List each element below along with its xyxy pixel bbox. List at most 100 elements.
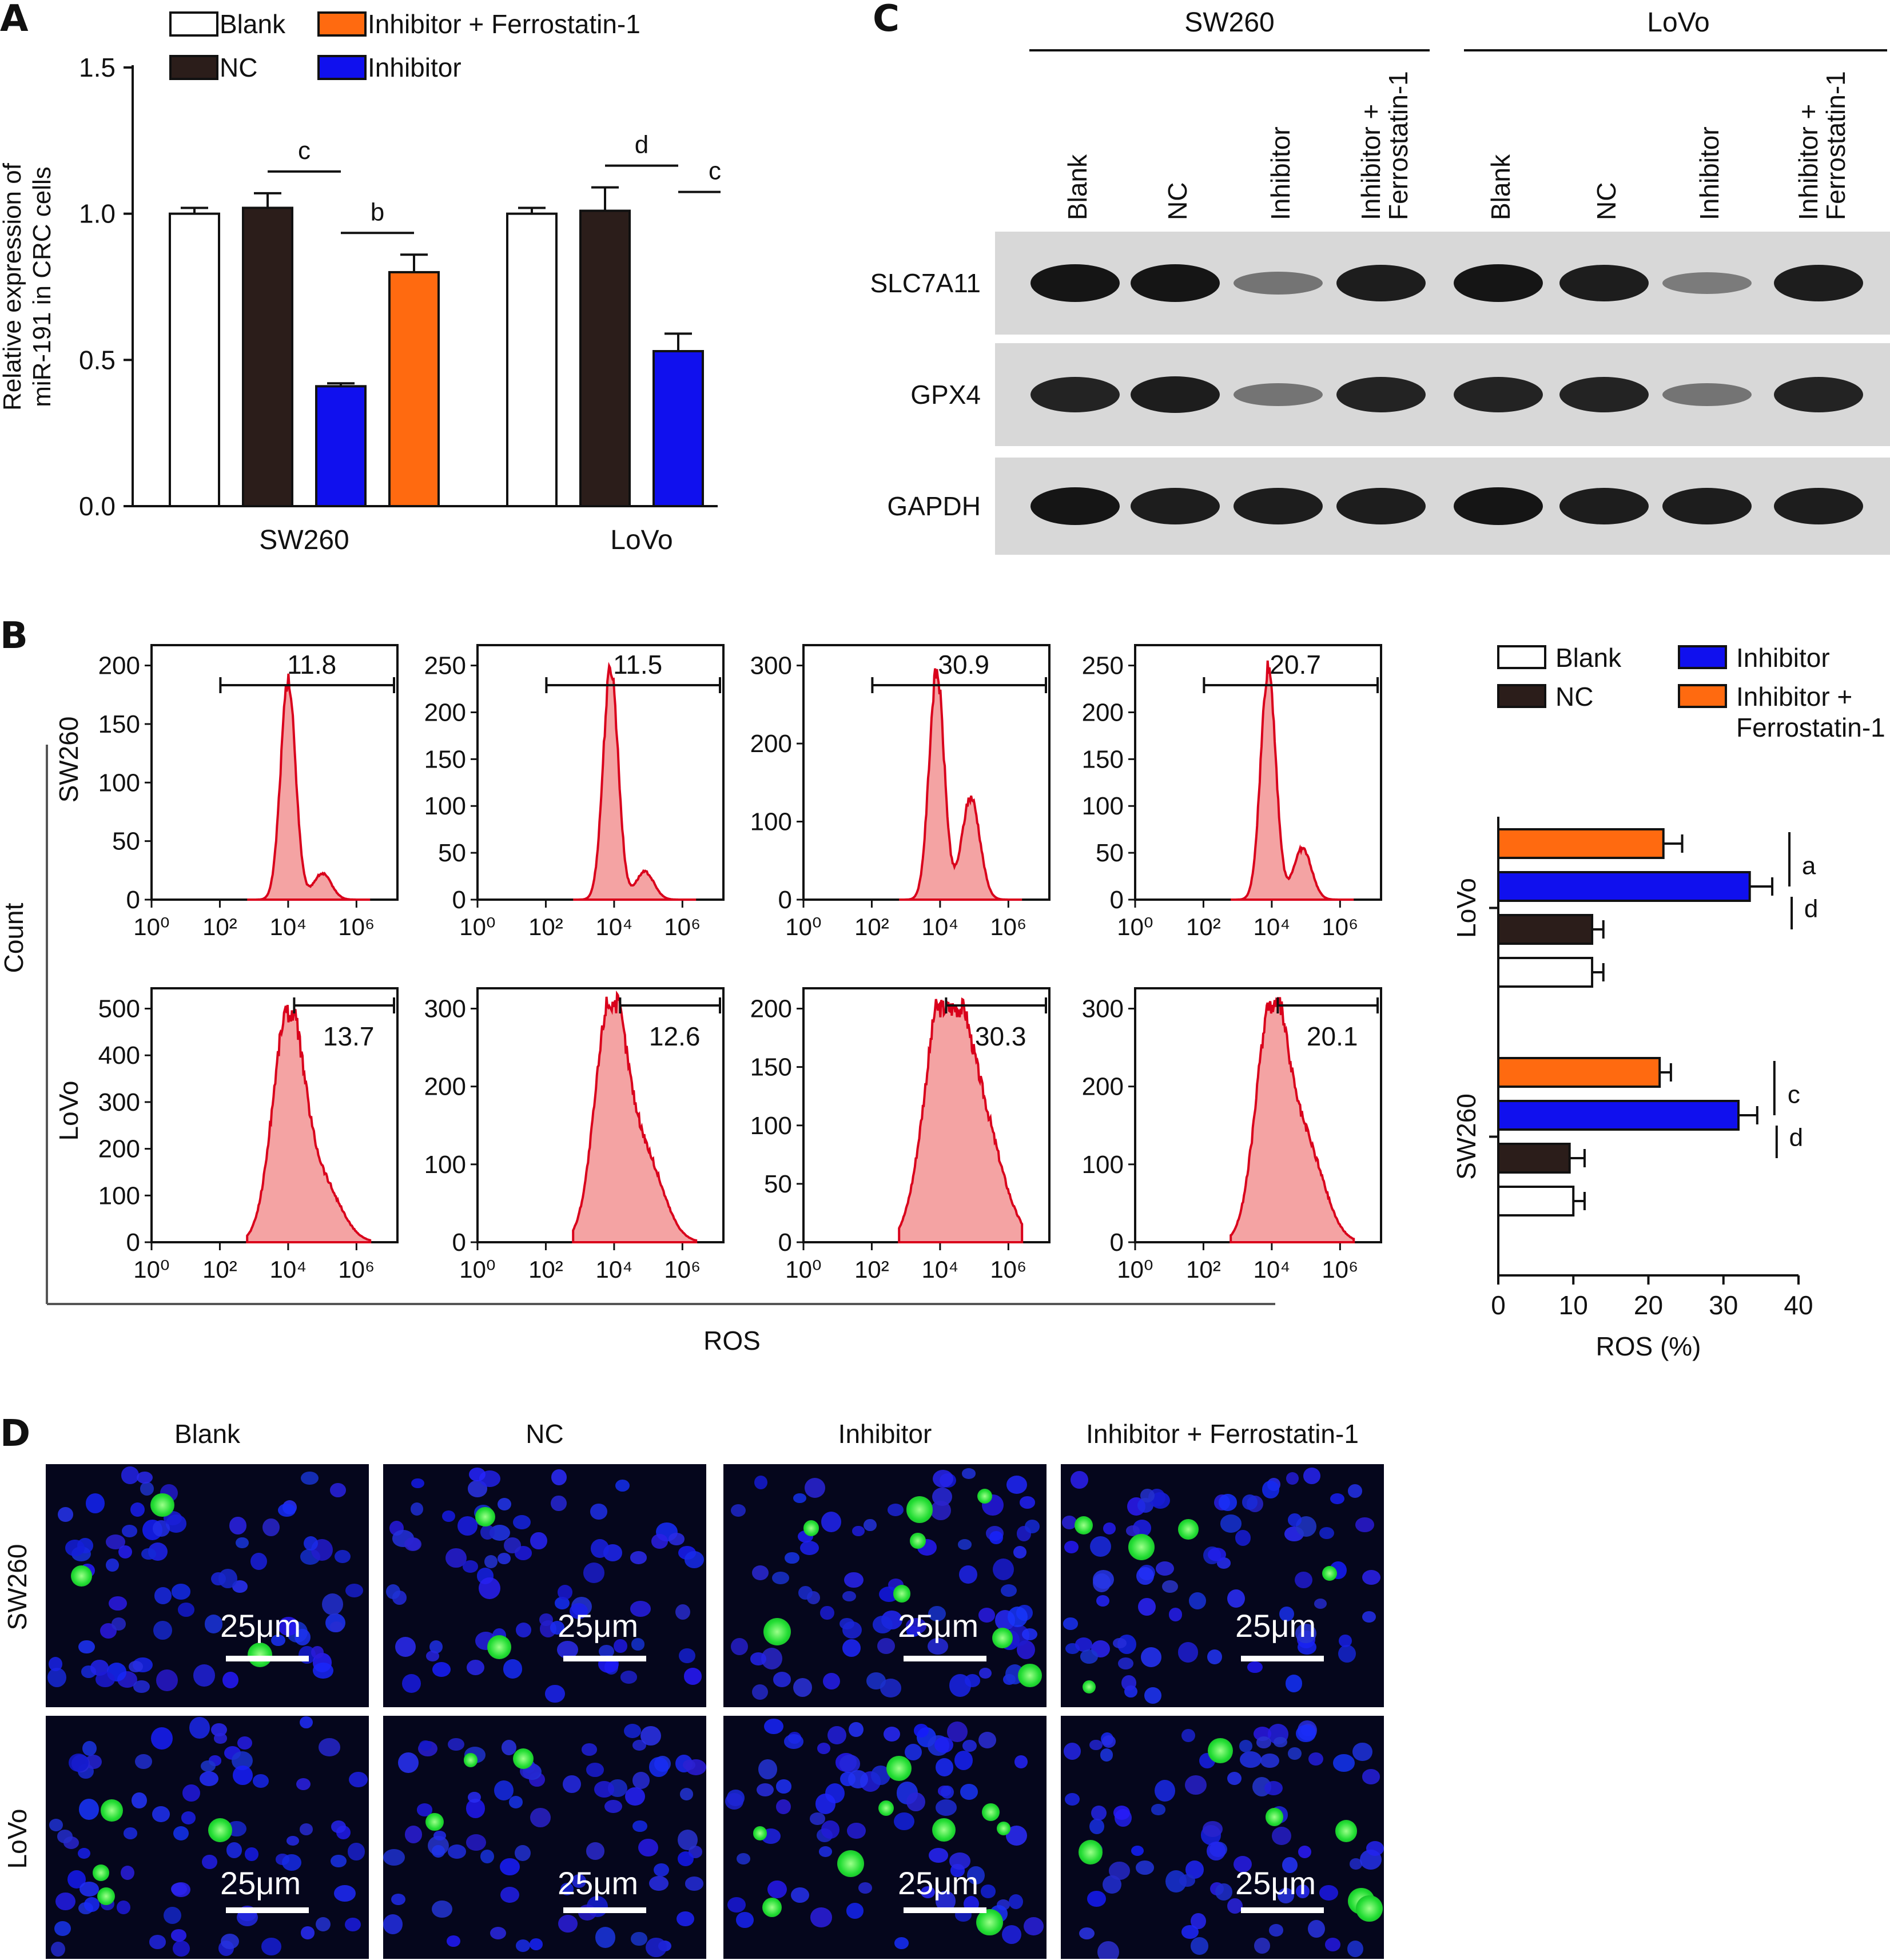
histogram-x-tick-label: 10² <box>528 1256 563 1283</box>
ros-positive-cell <box>513 1748 534 1770</box>
nucleus <box>1260 1753 1280 1768</box>
nucleus <box>954 1750 973 1770</box>
nucleus <box>51 1941 66 1957</box>
nucleus <box>551 1469 567 1485</box>
nucleus <box>1288 1747 1302 1760</box>
nucleus <box>286 1836 300 1846</box>
nucleus <box>177 1603 195 1617</box>
nucleus <box>152 1806 170 1823</box>
histogram-y-tick-label: 0 <box>778 886 792 914</box>
bar-ros <box>1497 957 1594 988</box>
legend-label-ros: Inhibitor <box>1736 643 1830 673</box>
nucleus <box>200 1760 216 1772</box>
nucleus <box>105 1559 119 1572</box>
western-blot: SW260 LoVo Blank NC Inhibitor Inhibitor +Ferr… <box>858 0 1890 572</box>
nucleus <box>329 1483 347 1498</box>
blot-band <box>1030 487 1120 525</box>
nucleus <box>906 1618 927 1635</box>
nucleus <box>329 1621 344 1633</box>
histogram-x-tick-label: 10⁶ <box>990 1256 1026 1283</box>
nucleus <box>1272 1827 1291 1845</box>
nucleus <box>1348 1484 1363 1498</box>
nucleus <box>1207 1547 1227 1562</box>
nucleus <box>108 1596 128 1611</box>
nucleus <box>906 1792 925 1811</box>
nucleus <box>630 1600 651 1617</box>
bar-a <box>169 212 220 507</box>
bar-a <box>388 271 440 507</box>
nucleus <box>933 1469 954 1488</box>
bar-ros <box>1497 828 1665 859</box>
histogram-x-tick-label: 10⁰ <box>785 913 822 940</box>
histogram-y-tick-label: 150 <box>1082 745 1124 773</box>
microscopy-column-label: Inhibitor + Ferrostatin-1 <box>1086 1419 1359 1449</box>
nucleus <box>980 1885 996 1898</box>
histogram-y-tick-label: 100 <box>98 1182 140 1210</box>
flow-x-label: ROS <box>703 1326 761 1355</box>
nucleus <box>858 1882 873 1894</box>
nucleus <box>1362 1569 1381 1585</box>
nucleus <box>756 1783 774 1797</box>
bar-ros <box>1497 1057 1661 1088</box>
nucleus <box>57 1506 73 1522</box>
nucleus <box>1181 1729 1195 1743</box>
nucleus <box>193 1664 215 1687</box>
nucleus <box>55 1892 76 1911</box>
ros-positive-cell <box>932 1818 956 1842</box>
blot-band <box>1234 272 1323 295</box>
chart-ros: 0 10 20 30 40 ROS (%) Blank Inhibitor NC Inhibito… <box>1451 643 1885 1361</box>
nucleus <box>116 1901 130 1915</box>
nucleus <box>631 1931 647 1946</box>
nucleus <box>989 1531 1003 1545</box>
nucleus <box>962 1739 977 1752</box>
histogram-y-tick-label: 500 <box>98 995 140 1023</box>
ros-positive-cell <box>1208 1738 1234 1764</box>
histogram-x-tick-label: 10² <box>854 913 889 940</box>
nucleus <box>1286 1472 1299 1485</box>
blot-band <box>1662 272 1752 294</box>
histogram-y-tick-label: 200 <box>98 652 140 680</box>
nucleus <box>1295 1623 1317 1643</box>
nucleus <box>883 1727 900 1742</box>
nucleus <box>1295 1571 1313 1589</box>
nucleus <box>401 1673 421 1693</box>
histogram-y-tick-label: 0 <box>126 1229 140 1257</box>
nucleus <box>345 1584 364 1598</box>
lane-label: Inhibitor +Ferrostatin-1 <box>1793 71 1851 220</box>
nucleus <box>1285 1675 1303 1692</box>
nucleus <box>237 1736 253 1750</box>
blot-band <box>1336 377 1426 412</box>
bar-a <box>506 212 558 507</box>
nucleus <box>978 1667 992 1679</box>
nucleus <box>315 1917 331 1932</box>
blot-band <box>1559 377 1649 412</box>
nucleus <box>669 1533 685 1545</box>
nucleus <box>1218 1494 1238 1511</box>
bar-ros <box>1497 914 1594 945</box>
nucleus <box>751 1565 769 1581</box>
nucleus <box>1008 1606 1028 1628</box>
ros-positive-cell <box>1018 1663 1042 1687</box>
nucleus <box>804 1478 825 1498</box>
histogram-curve <box>1231 660 1354 901</box>
nucleus <box>849 1722 864 1738</box>
histogram-y-tick-label: 200 <box>98 1135 140 1163</box>
nucleus <box>1024 1917 1044 1935</box>
nucleus <box>1064 1792 1080 1806</box>
histogram-x-tick-label: 10⁶ <box>338 913 375 940</box>
histogram-x-tick-label: 10⁶ <box>1322 913 1358 940</box>
ros-positive-cell <box>93 1864 109 1881</box>
nucleus <box>1075 1637 1092 1652</box>
nucleus <box>798 1586 813 1600</box>
nucleus <box>727 1897 746 1913</box>
scale-bar-label: 25μm <box>1235 1865 1316 1901</box>
nucleus <box>77 1847 91 1859</box>
nucleus <box>784 1734 804 1749</box>
nucleus <box>646 1937 667 1958</box>
nucleus <box>551 1495 567 1512</box>
nucleus <box>490 1926 507 1939</box>
x-tick-label-ros: 30 <box>1709 1290 1738 1320</box>
histogram-y-tick-label: 150 <box>98 710 140 738</box>
histogram-y-tick-label: 150 <box>750 1053 792 1082</box>
ros-positive-cell <box>1074 1516 1093 1534</box>
